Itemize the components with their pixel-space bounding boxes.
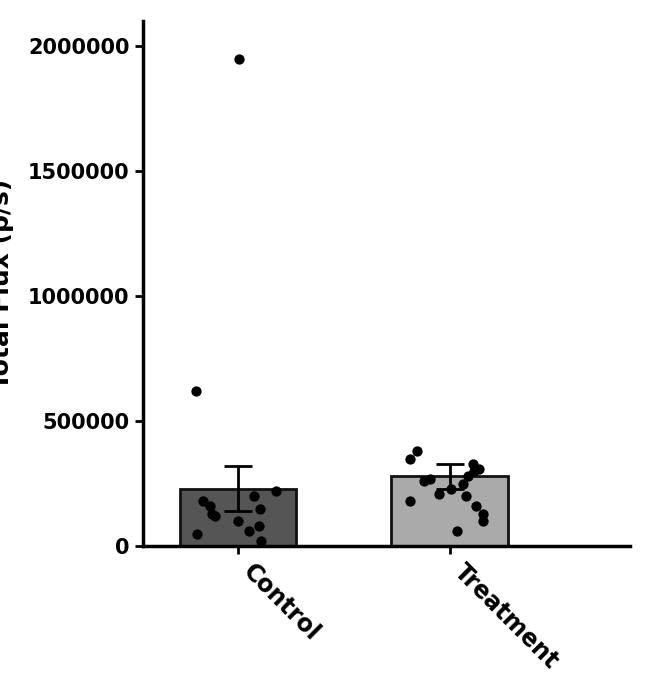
Point [249,491,259,502]
Point [405,496,415,507]
Point [463,470,473,482]
Point [191,386,201,397]
Point [233,515,243,526]
Point [469,466,479,477]
Point [255,503,265,514]
Point [234,53,244,64]
Point [419,475,429,486]
Point [478,508,488,519]
Point [412,445,422,456]
Point [210,510,220,522]
Point [434,488,445,499]
Bar [391,476,508,546]
Point [468,458,478,469]
Bar [180,489,296,546]
Point [478,515,489,526]
Point [471,500,482,512]
Point [271,485,282,496]
Point [461,491,471,502]
Y-axis label: Total Flux (p/s): Total Flux (p/s) [0,178,14,388]
Point [254,520,264,531]
Point [425,473,435,484]
Point [256,536,266,547]
Point [474,463,485,474]
Point [207,508,217,519]
Point [198,496,208,507]
Point [244,526,254,537]
Point [446,483,456,494]
Point [205,500,215,512]
Point [452,526,462,537]
Point [192,528,202,539]
Point [405,453,415,464]
Point [458,478,468,489]
